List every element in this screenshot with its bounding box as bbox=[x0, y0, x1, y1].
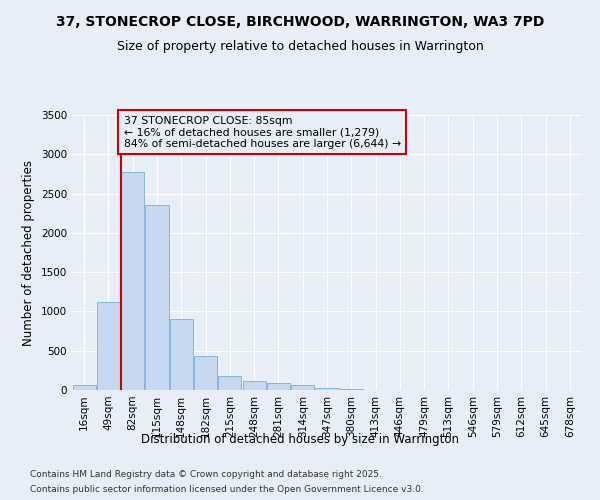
Bar bbox=[145, 206, 169, 390]
Text: 37, STONECROP CLOSE, BIRCHWOOD, WARRINGTON, WA3 7PD: 37, STONECROP CLOSE, BIRCHWOOD, WARRINGT… bbox=[56, 15, 544, 29]
Bar bbox=[316, 388, 338, 390]
Bar bbox=[218, 376, 241, 390]
Bar bbox=[121, 172, 144, 390]
Bar bbox=[73, 386, 95, 390]
Bar bbox=[97, 302, 120, 390]
Text: Distribution of detached houses by size in Warrington: Distribution of detached houses by size … bbox=[141, 432, 459, 446]
Text: 37 STONECROP CLOSE: 85sqm
← 16% of detached houses are smaller (1,279)
84% of se: 37 STONECROP CLOSE: 85sqm ← 16% of detac… bbox=[124, 116, 401, 149]
Bar bbox=[267, 383, 290, 390]
Bar bbox=[194, 356, 217, 390]
Bar bbox=[242, 382, 266, 390]
Text: Contains public sector information licensed under the Open Government Licence v3: Contains public sector information licen… bbox=[30, 485, 424, 494]
Bar bbox=[291, 386, 314, 390]
Text: Contains HM Land Registry data © Crown copyright and database right 2025.: Contains HM Land Registry data © Crown c… bbox=[30, 470, 382, 479]
Bar bbox=[170, 320, 193, 390]
Bar bbox=[340, 389, 363, 390]
Text: Size of property relative to detached houses in Warrington: Size of property relative to detached ho… bbox=[116, 40, 484, 53]
Y-axis label: Number of detached properties: Number of detached properties bbox=[22, 160, 35, 346]
